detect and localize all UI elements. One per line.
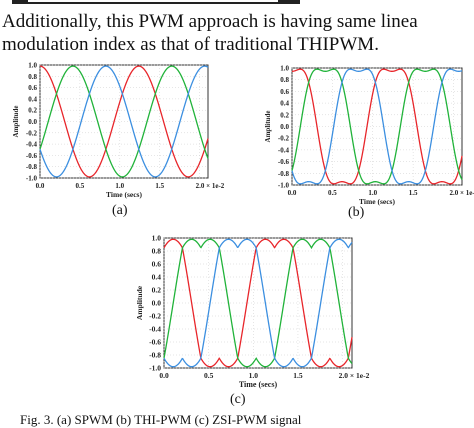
x-tick-label: 2.0 × 1e-2	[450, 189, 474, 197]
y-tick-label: 0.4	[28, 95, 37, 103]
x-tick-label: 2.0 × 1e-2	[339, 371, 370, 380]
x-tick-label: 0.0	[288, 189, 297, 197]
paragraph-line-1: Additionally, this PWM approach is havin…	[2, 11, 418, 33]
y-tick-label: 0.0	[280, 123, 289, 131]
figure-caption: Fig. 3. (a) SPWM (b) THI-PWM (c) ZSI-PWM…	[20, 412, 301, 428]
y-tick-label: 1.0	[152, 234, 162, 243]
y-tick-label: 0.8	[28, 73, 37, 81]
y-tick-label: -0.8	[149, 351, 161, 360]
subcaption-b: (b)	[348, 205, 364, 221]
paragraph-line-2: modulation index as that of traditional …	[2, 34, 379, 56]
y-tick-label: -0.2	[26, 129, 38, 137]
x-tick-label: 0.5	[76, 182, 85, 190]
x-axis-label: Time (secs)	[106, 190, 142, 199]
y-tick-label: -0.6	[149, 338, 161, 347]
y-tick-label: 1.0	[280, 65, 289, 73]
y-tick-label: 0.8	[280, 76, 289, 84]
subcaption-a: (a)	[112, 203, 128, 219]
y-tick-label: 0.4	[152, 273, 162, 282]
x-tick-label: 2.0 × 1e-2	[196, 182, 225, 190]
y-axis-label: Amplitude	[135, 285, 144, 320]
subcaption-c: (c)	[230, 392, 246, 408]
y-tick-label: 0.6	[28, 84, 37, 92]
y-tick-label: -0.4	[278, 146, 290, 154]
x-axis-label: Time (secs)	[359, 197, 395, 206]
y-tick-label: -0.2	[149, 312, 161, 321]
x-tick-label: 1.0	[249, 371, 259, 380]
top-rule-gap	[28, 0, 278, 2]
y-tick-label: -0.4	[149, 325, 161, 334]
y-tick-label: 0.2	[280, 111, 289, 119]
x-tick-label: 1.5	[293, 371, 303, 380]
y-tick-label: -0.6	[26, 152, 38, 160]
x-tick-label: 1.5	[155, 182, 164, 190]
y-tick-label: -0.6	[278, 158, 290, 166]
x-tick-label: 0.5	[204, 371, 214, 380]
y-tick-label: -0.8	[278, 170, 290, 178]
x-tick-label: 0.5	[328, 189, 337, 197]
y-tick-label: 0.4	[280, 100, 289, 108]
y-tick-label: 0.0	[152, 299, 162, 308]
y-axis-label: Amplitude	[264, 111, 272, 143]
y-tick-label: 0.2	[28, 107, 37, 115]
x-tick-label: 1.0	[115, 182, 124, 190]
y-tick-label: 0.0	[28, 118, 37, 126]
x-tick-label: 0.0	[36, 182, 45, 190]
chart-a: 1.00.80.60.40.20.0-0.2-0.4-0.6-0.8-1.00.…	[4, 58, 216, 198]
x-tick-label: 0.0	[159, 371, 169, 380]
y-tick-label: -0.2	[278, 135, 290, 143]
chart-c: 1.00.80.60.40.20.0-0.2-0.4-0.6-0.8-1.00.…	[116, 230, 360, 402]
y-tick-label: 0.8	[152, 247, 162, 256]
x-axis-label: Time (secs)	[239, 380, 278, 389]
x-tick-label: 1.5	[409, 189, 418, 197]
chart-b: 1.00.80.60.40.20.0-0.2-0.4-0.6-0.8-1.00.…	[256, 58, 470, 198]
y-tick-label: 1.0	[28, 62, 37, 70]
y-tick-label: -0.4	[26, 141, 38, 149]
y-tick-label: 0.2	[152, 286, 162, 295]
x-tick-label: 1.0	[368, 189, 377, 197]
y-tick-label: 0.6	[152, 260, 162, 269]
y-tick-label: -0.8	[26, 163, 38, 171]
y-axis-label: Amplitude	[12, 106, 20, 138]
y-tick-label: 0.6	[280, 88, 289, 96]
